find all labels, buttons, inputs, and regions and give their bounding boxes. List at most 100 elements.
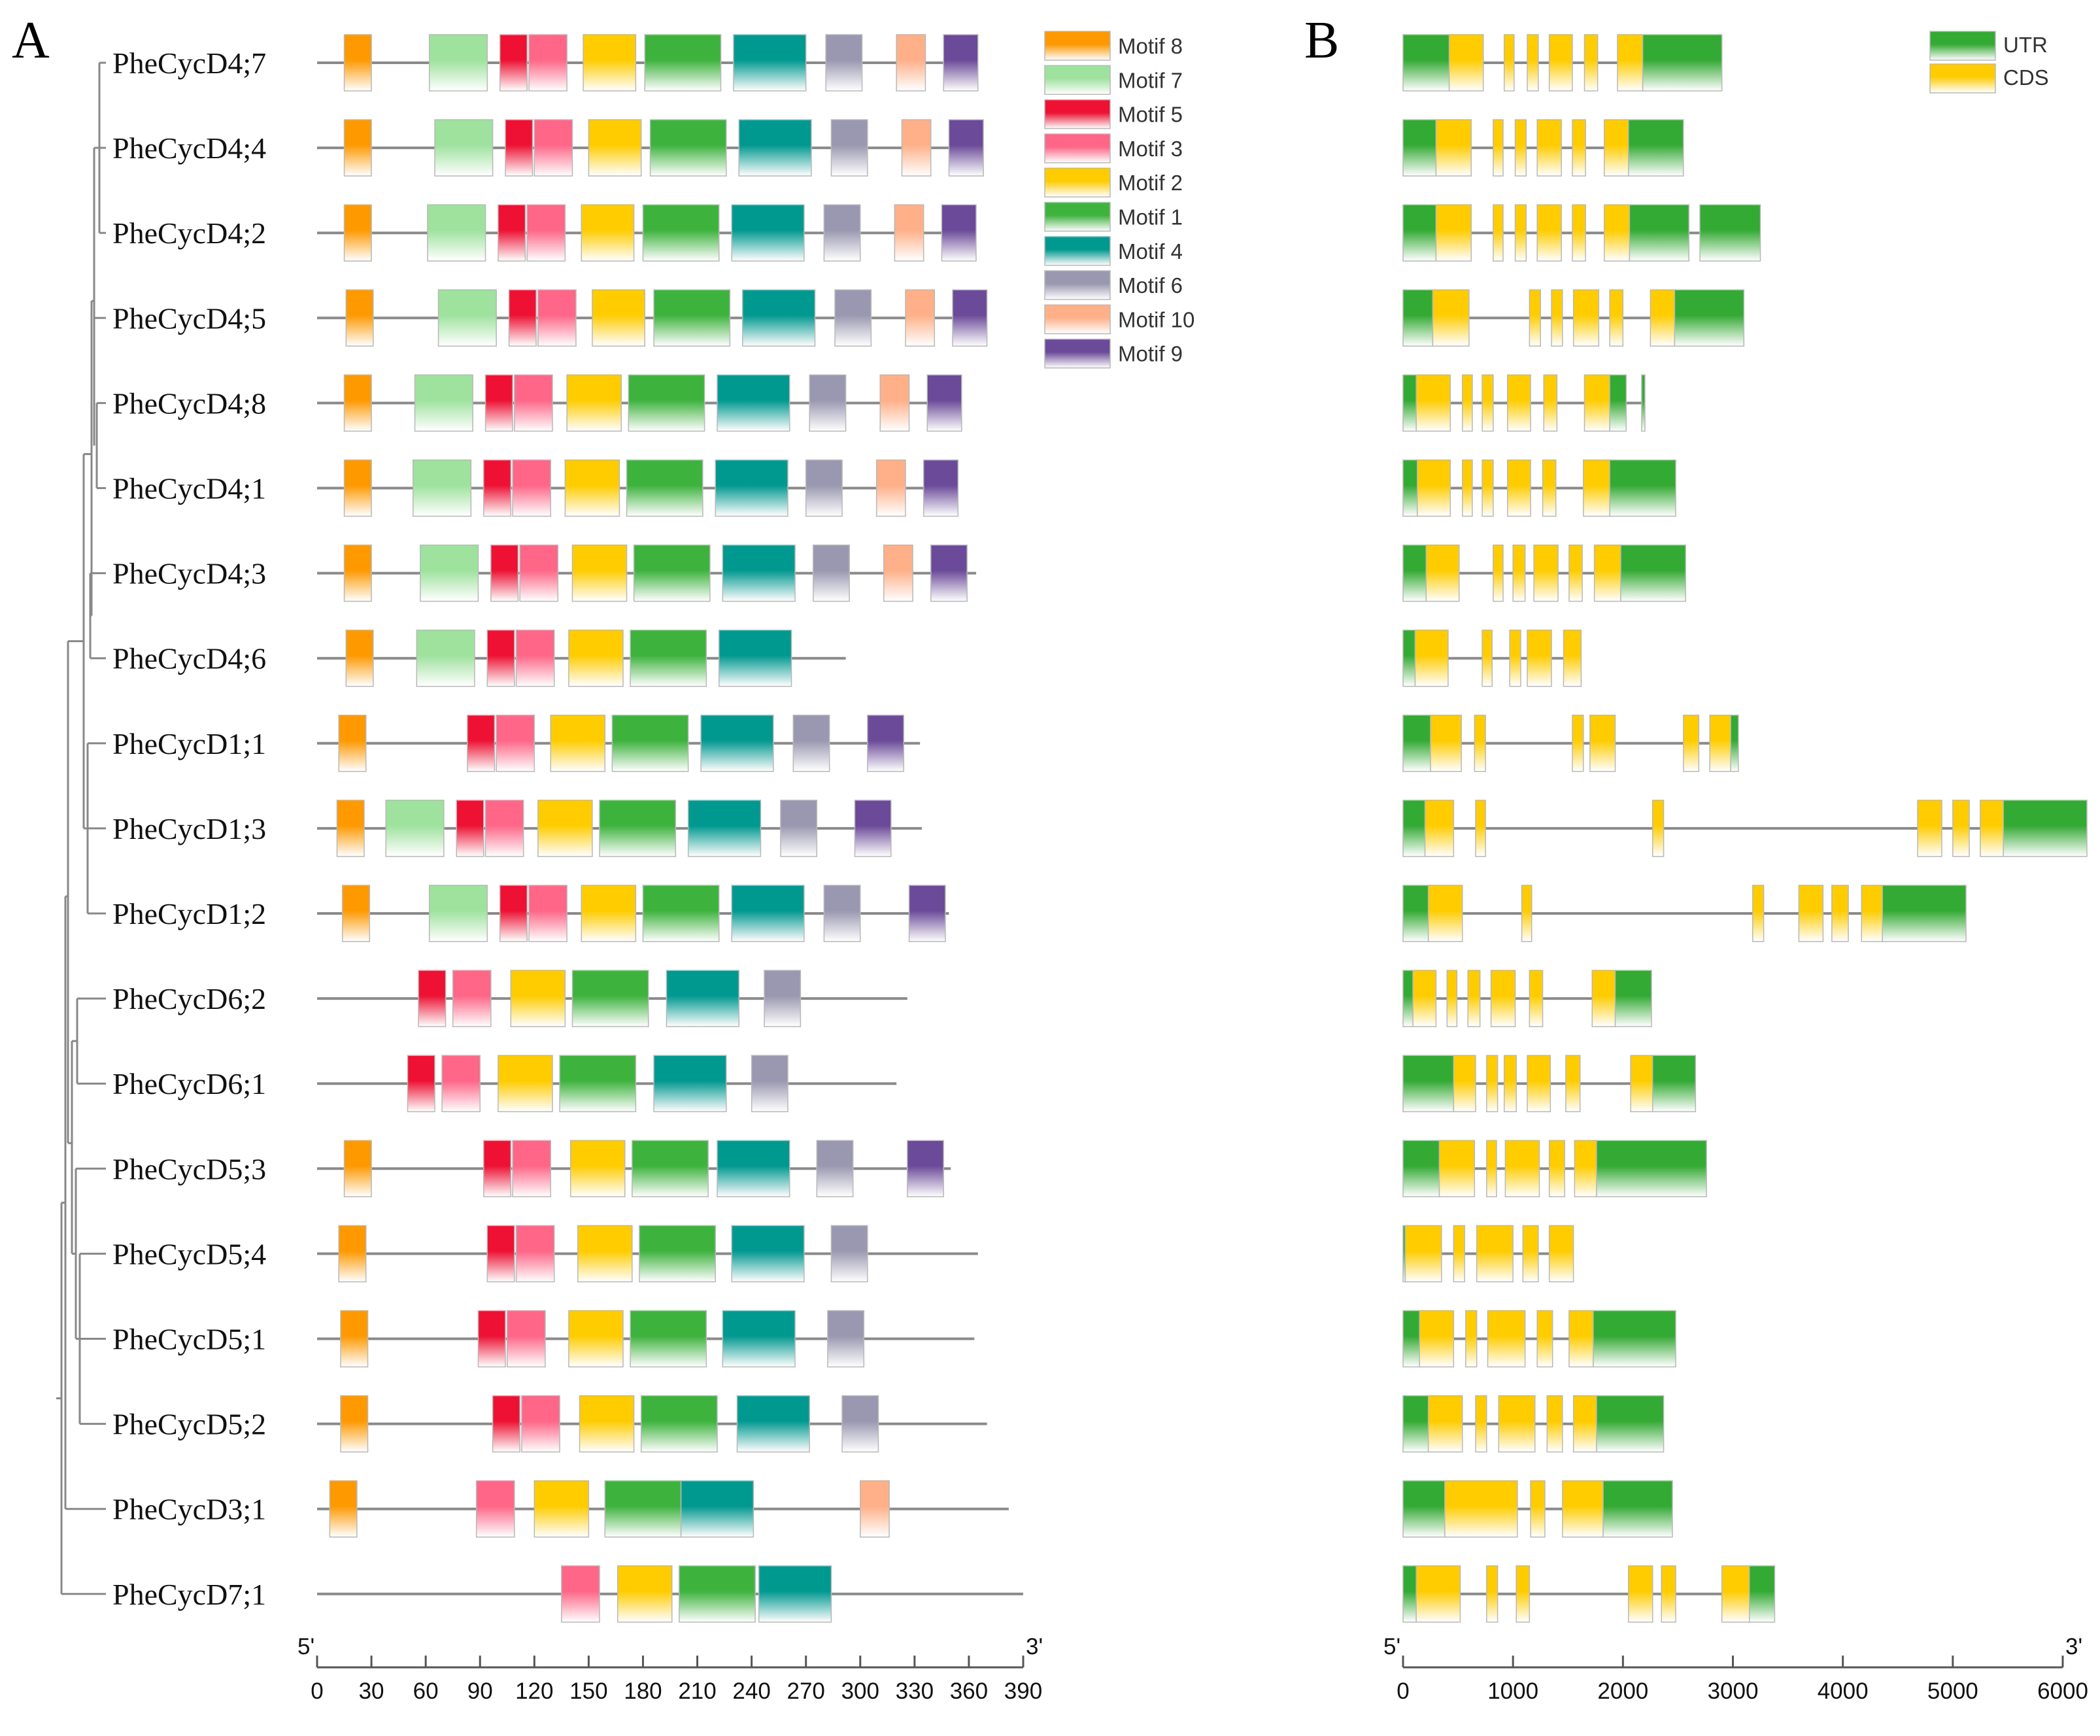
gene-tick-label: 4000	[1818, 1678, 1869, 1704]
cds-block	[1512, 544, 1526, 602]
motif-box-m6	[792, 715, 830, 772]
gene-track-phecycd4-3	[1402, 544, 1686, 602]
cds-block	[1522, 1225, 1539, 1283]
motif-box-m3	[441, 1055, 481, 1112]
protein-motif-tracks	[317, 34, 1023, 1623]
motif-box-m3	[512, 1140, 551, 1198]
motif-box-m2	[617, 1565, 673, 1623]
cds-block	[1498, 1395, 1536, 1453]
motif-box-m4	[738, 119, 812, 177]
gene-tick-label: 1000	[1487, 1678, 1538, 1704]
legend-item-utr: UTR	[1929, 31, 2048, 61]
motif-box-m3	[484, 800, 524, 857]
motif-box-m4	[758, 1565, 832, 1623]
cds-block	[1453, 1055, 1476, 1112]
motif-box-m2	[569, 1140, 626, 1198]
cds-block	[1462, 374, 1473, 432]
motif-box-m4	[742, 289, 816, 347]
cds-block	[1448, 34, 1484, 92]
motif-box-m5	[418, 970, 447, 1027]
protein-track-phecycd4-8	[317, 374, 962, 432]
gene-tick-label: 2000	[1597, 1678, 1648, 1704]
gene-label-phecycd5-2: PheCycD5;2	[112, 1408, 266, 1441]
cds-block	[1404, 1225, 1442, 1283]
cds-block	[1486, 1140, 1497, 1198]
gene-track-phecycd3-1	[1402, 1480, 1673, 1538]
cds-block	[1504, 1140, 1540, 1198]
motif-box-m2	[583, 34, 637, 92]
gene-label-phecycd5-1: PheCycD5;1	[112, 1323, 266, 1356]
motif-box-m1	[626, 459, 703, 517]
motif-box-m6	[816, 1140, 854, 1198]
phylogenetic-tree	[56, 61, 106, 1595]
gene-track-phecycd5-2	[1402, 1395, 1665, 1453]
gene-label-phecycd3-1: PheCycD3;1	[112, 1493, 266, 1526]
legend-label: Motif 9	[1118, 342, 1183, 366]
motif-box-m2	[550, 715, 606, 772]
cds-block	[1412, 970, 1437, 1027]
cds-block	[1543, 374, 1558, 432]
gene-axis-start-label: 5'	[1383, 1634, 1400, 1659]
cds-block	[1453, 1225, 1465, 1283]
motif-box-m1	[604, 1480, 682, 1538]
cds-block	[1542, 459, 1557, 517]
utr-block	[1882, 885, 1967, 942]
motif-legend: Motif 8 Motif 7 Motif 5 Motif 3 Motif 2 Motif…	[1044, 31, 1194, 369]
motif-box-m1	[571, 970, 649, 1027]
gene-tick-label: 0	[1397, 1678, 1409, 1704]
protein-track-phecycd6-2	[317, 970, 907, 1027]
motif-box-m3	[452, 970, 492, 1027]
cds-block	[1861, 885, 1883, 942]
legend-item-motif-9: Motif 9	[1044, 338, 1183, 369]
cds-block	[1572, 204, 1586, 262]
gene-track-phecycd5-3	[1402, 1140, 1707, 1198]
motif-box-m5	[498, 204, 526, 262]
gene-track-phecycd4-6	[1402, 629, 1582, 687]
gene-track-phecycd1-3	[1402, 800, 2088, 857]
legend-swatch	[1044, 65, 1111, 95]
gene-track-phecycd5-1	[1402, 1310, 1676, 1368]
legend-swatch	[1044, 133, 1111, 163]
cds-block	[1493, 204, 1504, 262]
cds-block	[1565, 1055, 1581, 1112]
cds-block	[1609, 289, 1624, 347]
gene-track-phecycd4-7	[1402, 34, 1723, 92]
cds-block	[1572, 289, 1600, 347]
motif-box-m6	[751, 1055, 788, 1112]
protein-track-phecycd4-7	[317, 34, 979, 92]
motif-box-m3	[528, 34, 567, 92]
motif-box-m3	[515, 629, 555, 687]
legend-swatch	[1929, 63, 1996, 94]
motif-box-m3	[512, 459, 551, 517]
protein-tick-label: 330	[896, 1678, 934, 1704]
cds-block	[1521, 885, 1533, 942]
protein-track-phecycd4-5	[317, 289, 988, 347]
motif-box-m3	[537, 289, 577, 347]
legend-label: Motif 4	[1118, 239, 1183, 264]
utr-block	[1402, 459, 1418, 517]
motif-box-m8	[343, 119, 372, 177]
protein-track-phecycd1-3	[317, 800, 922, 857]
motif-box-m1	[599, 800, 677, 857]
panel-b: B UTR CDS 0 1000 2000 3000 4000 5000 6000 5' 3'	[1304, 12, 2088, 1704]
cds-block	[1462, 459, 1473, 517]
utr-block	[1402, 1395, 1429, 1453]
motif-box-m6	[830, 119, 868, 177]
motif-box-m8	[329, 1480, 358, 1538]
gene-track-phecycd4-4	[1402, 119, 1684, 177]
utr-block	[1614, 970, 1652, 1027]
legend-swatch	[1044, 167, 1111, 197]
legend-label: Motif 10	[1118, 307, 1194, 332]
cds-block	[1476, 1225, 1514, 1283]
gene-axis-end-label: 3'	[2065, 1634, 2082, 1659]
cds-block	[1465, 1310, 1478, 1368]
motif-box-m1	[642, 204, 720, 262]
motif-box-m5	[486, 1225, 515, 1283]
motif-box-m9	[943, 34, 979, 92]
cds-block	[1493, 544, 1504, 602]
legend-item-cds: CDS	[1929, 63, 2049, 94]
legend-label: Motif 1	[1118, 205, 1183, 230]
motif-box-m4	[666, 970, 739, 1027]
cds-block	[1617, 34, 1644, 92]
motif-box-m5	[467, 715, 496, 772]
